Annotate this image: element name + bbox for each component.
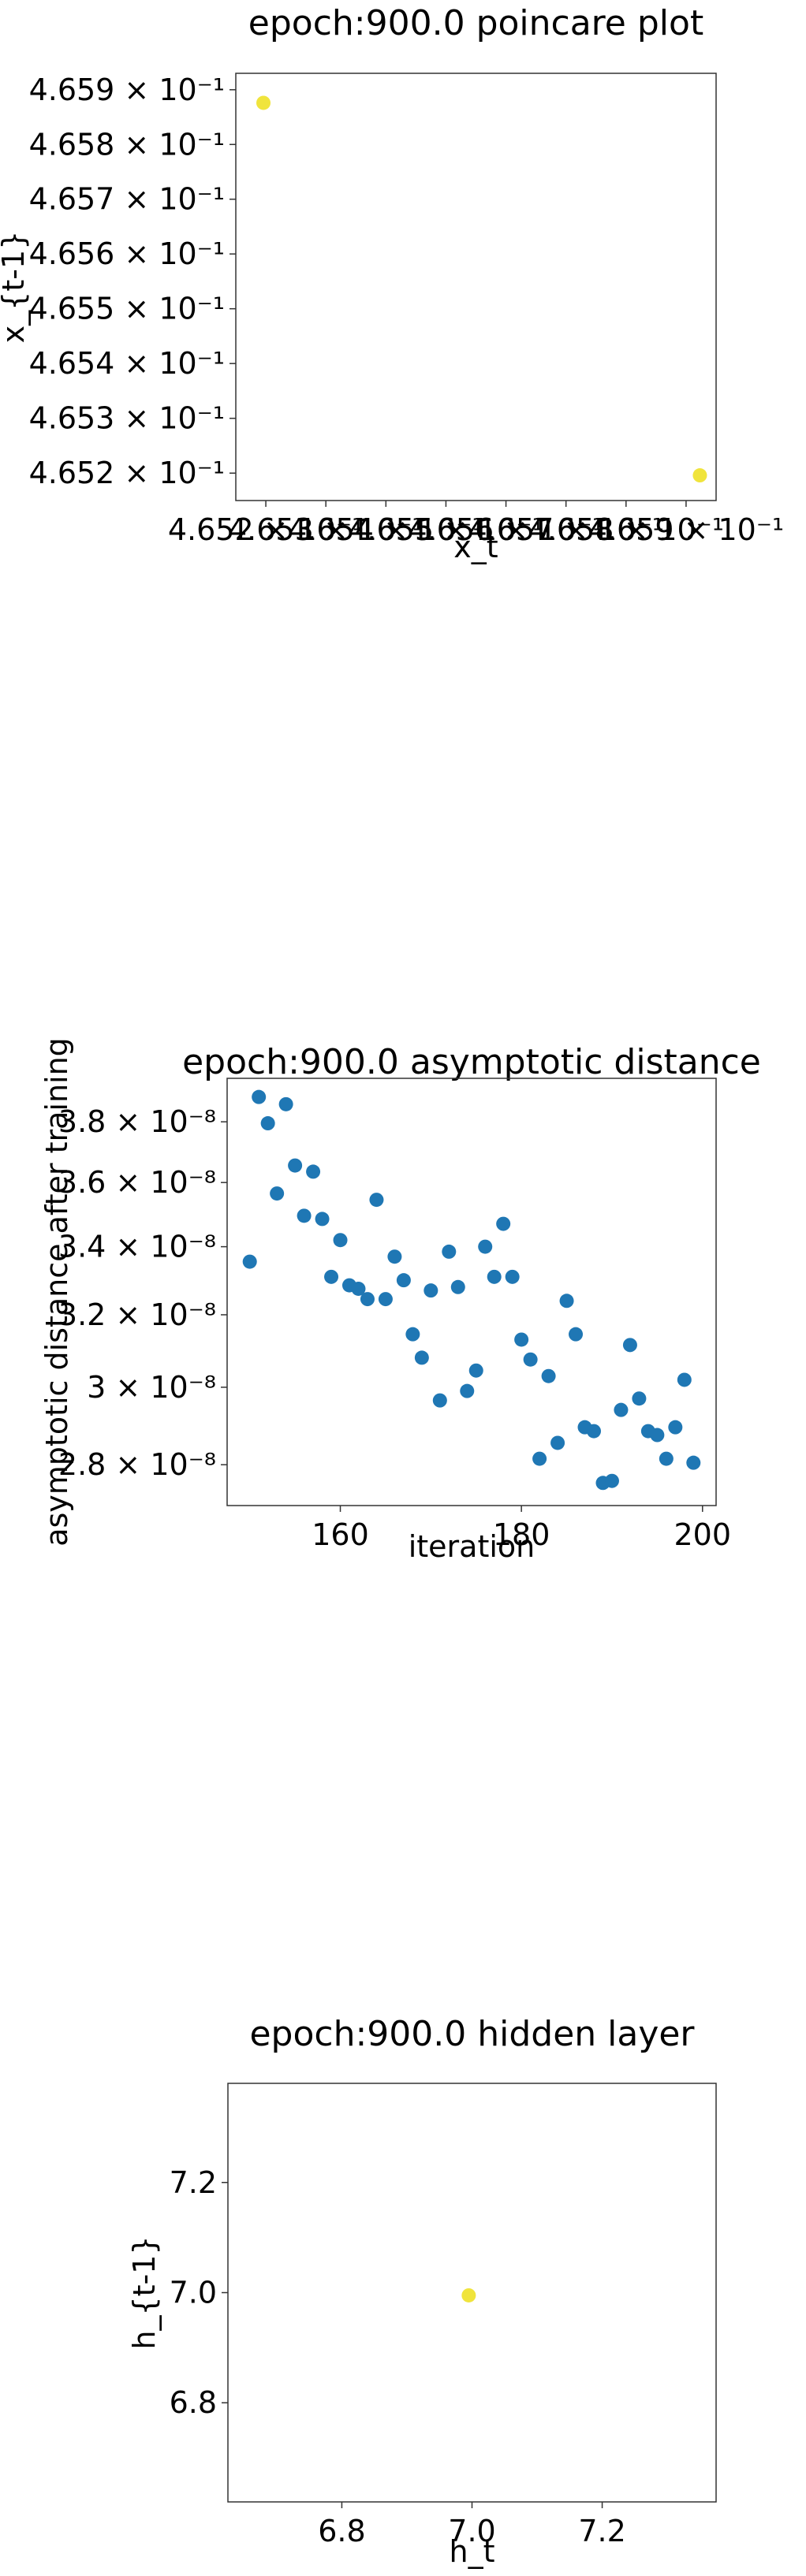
- data-point: [242, 1254, 257, 1269]
- x-axis-label: x_t: [453, 530, 498, 564]
- data-point: [256, 95, 271, 110]
- data-point: [514, 1332, 529, 1347]
- x-tick-label: 4.656 × 10⁻¹: [408, 512, 603, 547]
- data-point: [677, 1372, 692, 1387]
- data-point: [396, 1273, 411, 1288]
- data-point: [260, 1116, 275, 1131]
- data-point: [432, 1393, 447, 1408]
- x-tick-label: 4.659 × 10⁻¹: [588, 512, 784, 547]
- y-tick-label: 3 × 10⁻⁸: [87, 1370, 216, 1405]
- data-point: [288, 1158, 303, 1173]
- plot-frame: [235, 73, 717, 501]
- y-tick-label: 3.6 × 10⁻⁸: [58, 1165, 216, 1200]
- data-point: [297, 1208, 312, 1223]
- x-tick-label: 4.653 × 10⁻¹: [228, 512, 424, 547]
- data-point: [450, 1279, 465, 1294]
- x-tick-label: 6.8: [318, 2514, 365, 2548]
- x-tick-label: 4.652 × 10⁻¹: [168, 512, 364, 547]
- plot-frame: [226, 1078, 717, 1506]
- y-tick-label: 4.657 × 10⁻¹: [29, 182, 225, 217]
- chart-title: epoch:900.0 asymptotic distance: [182, 1042, 761, 1082]
- data-point: [569, 1327, 584, 1342]
- y-tick-label: 4.656 × 10⁻¹: [29, 236, 225, 271]
- data-point: [692, 468, 707, 483]
- y-tick-label: 7.0: [170, 2276, 217, 2310]
- data-point: [369, 1193, 384, 1208]
- data-point: [351, 1281, 366, 1296]
- y-tick-label: 3.8 × 10⁻⁸: [58, 1104, 216, 1139]
- y-axis-label: x_{t-1}: [0, 231, 31, 344]
- y-tick-label: 3.2 × 10⁻⁸: [58, 1297, 216, 1332]
- data-point: [659, 1451, 674, 1466]
- x-axis-label: h_t: [450, 2534, 495, 2569]
- data-point: [650, 1428, 665, 1442]
- data-point: [378, 1292, 393, 1307]
- data-point: [442, 1244, 457, 1259]
- data-point: [686, 1455, 701, 1470]
- chart-2: epoch:900.0 asymptotic distance 2.8 × 10⁻…: [39, 1037, 761, 1564]
- y-tick-label: 4.655 × 10⁻¹: [29, 292, 225, 326]
- y-axis-label: h_{t-1}: [127, 2235, 162, 2349]
- data-point: [496, 1216, 511, 1231]
- data-point: [278, 1096, 293, 1111]
- data-point: [324, 1269, 339, 1284]
- x-tick-label: 7.0: [448, 2514, 495, 2548]
- y-tick-label: 4.653 × 10⁻¹: [29, 401, 225, 436]
- data-point: [505, 1269, 520, 1284]
- y-tick-label: 2.8 × 10⁻⁸: [58, 1447, 216, 1482]
- data-point: [559, 1294, 574, 1308]
- x-tick-label: 4.657 × 10⁻¹: [468, 512, 663, 547]
- chart-title: epoch:900.0 poincare plot: [248, 3, 703, 43]
- data-point: [387, 1249, 402, 1264]
- data-point: [587, 1424, 601, 1439]
- x-axis-label: iteration: [409, 1529, 535, 1564]
- data-point: [668, 1420, 683, 1435]
- data-point: [468, 1363, 483, 1378]
- data-point: [360, 1292, 375, 1307]
- data-point: [632, 1391, 647, 1406]
- chart-3: epoch:900.0 hidden layer 6.8 7.0 7.2 6.8 7.0 7…: [127, 2014, 717, 2569]
- y-tick-label: 4.659 × 10⁻¹: [29, 73, 225, 107]
- x-tick-label: 7.2: [578, 2514, 625, 2548]
- data-point: [541, 1368, 556, 1383]
- data-point: [523, 1352, 538, 1367]
- data-point: [478, 1239, 493, 1254]
- points: [242, 1089, 701, 1491]
- data-point: [604, 1473, 619, 1488]
- data-point: [315, 1212, 330, 1227]
- y-tick-label: 6.8: [170, 2385, 217, 2420]
- points: [461, 2288, 476, 2302]
- data-point: [460, 1383, 475, 1398]
- data-point: [414, 1350, 429, 1365]
- data-point: [405, 1327, 420, 1342]
- data-point: [252, 1089, 267, 1104]
- chart-title: epoch:900.0 hidden layer: [249, 2014, 695, 2054]
- data-point: [270, 1186, 285, 1201]
- x-tick-label: 160: [312, 1517, 369, 1552]
- y-tick-label: 3.4 × 10⁻⁸: [58, 1230, 216, 1264]
- y-tick-label: 4.652 × 10⁻¹: [29, 456, 225, 490]
- data-point: [614, 1402, 629, 1417]
- y-tick-label: 4.654 × 10⁻¹: [29, 346, 225, 381]
- points: [256, 95, 707, 483]
- data-point: [461, 2288, 476, 2302]
- x-tick-label: 4.654 × 10⁻¹: [288, 512, 483, 547]
- data-point: [424, 1283, 438, 1298]
- data-point: [622, 1338, 637, 1353]
- data-point: [487, 1269, 502, 1284]
- data-point: [532, 1451, 547, 1466]
- data-point: [333, 1233, 348, 1248]
- y-tick-label: 7.2: [170, 2165, 217, 2200]
- y-tick-label: 4.658 × 10⁻¹: [29, 127, 225, 162]
- data-point: [550, 1435, 565, 1450]
- x-tick-label: 4.655 × 10⁻¹: [348, 512, 543, 547]
- data-point: [306, 1164, 321, 1179]
- x-tick-label: 4.658 × 10⁻¹: [528, 512, 724, 547]
- x-tick-label: 200: [674, 1517, 732, 1552]
- x-tick-label: 180: [493, 1517, 550, 1552]
- y-axis-label: asymptotic distance after training: [39, 1037, 74, 1547]
